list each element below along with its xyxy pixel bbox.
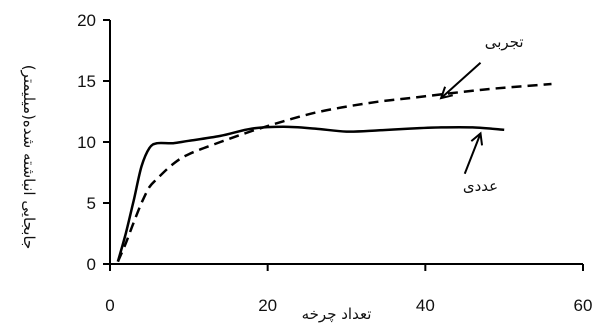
- y-axis-ticks: 0 5 10 15 20: [77, 11, 110, 274]
- annotation-arrow-shaft: [463, 133, 482, 175]
- y-tick-label: 10: [77, 133, 96, 152]
- x-tick-label: 0: [105, 296, 114, 315]
- x-tick-label: 40: [416, 296, 435, 315]
- y-tick-label: 5: [87, 194, 96, 213]
- series-layer: [116, 82, 552, 263]
- y-axis-title: جابجایی انباشته شده(میلیمتر): [20, 65, 38, 250]
- annotations: تجربی عددی: [439, 33, 524, 195]
- y-tick-label: 15: [77, 72, 96, 91]
- numerical-series-line: [116, 125, 505, 262]
- x-axis-title: تعداد چرخه: [302, 305, 372, 323]
- x-axis-ticks: 0 20 40 60: [105, 264, 592, 315]
- annotation-label: عددی: [463, 177, 498, 195]
- y-tick-label: 20: [77, 11, 96, 30]
- annotation-arrow-head: [439, 86, 454, 100]
- experimental-series-line: [116, 82, 552, 263]
- x-tick-label: 60: [574, 296, 593, 315]
- y-tick-label: 0: [87, 255, 96, 274]
- annotation-arrow-head: [470, 131, 484, 146]
- annotation-arrow-shaft: [440, 61, 482, 99]
- annotation-label: تجربی: [485, 33, 524, 51]
- x-tick-label: 20: [258, 296, 277, 315]
